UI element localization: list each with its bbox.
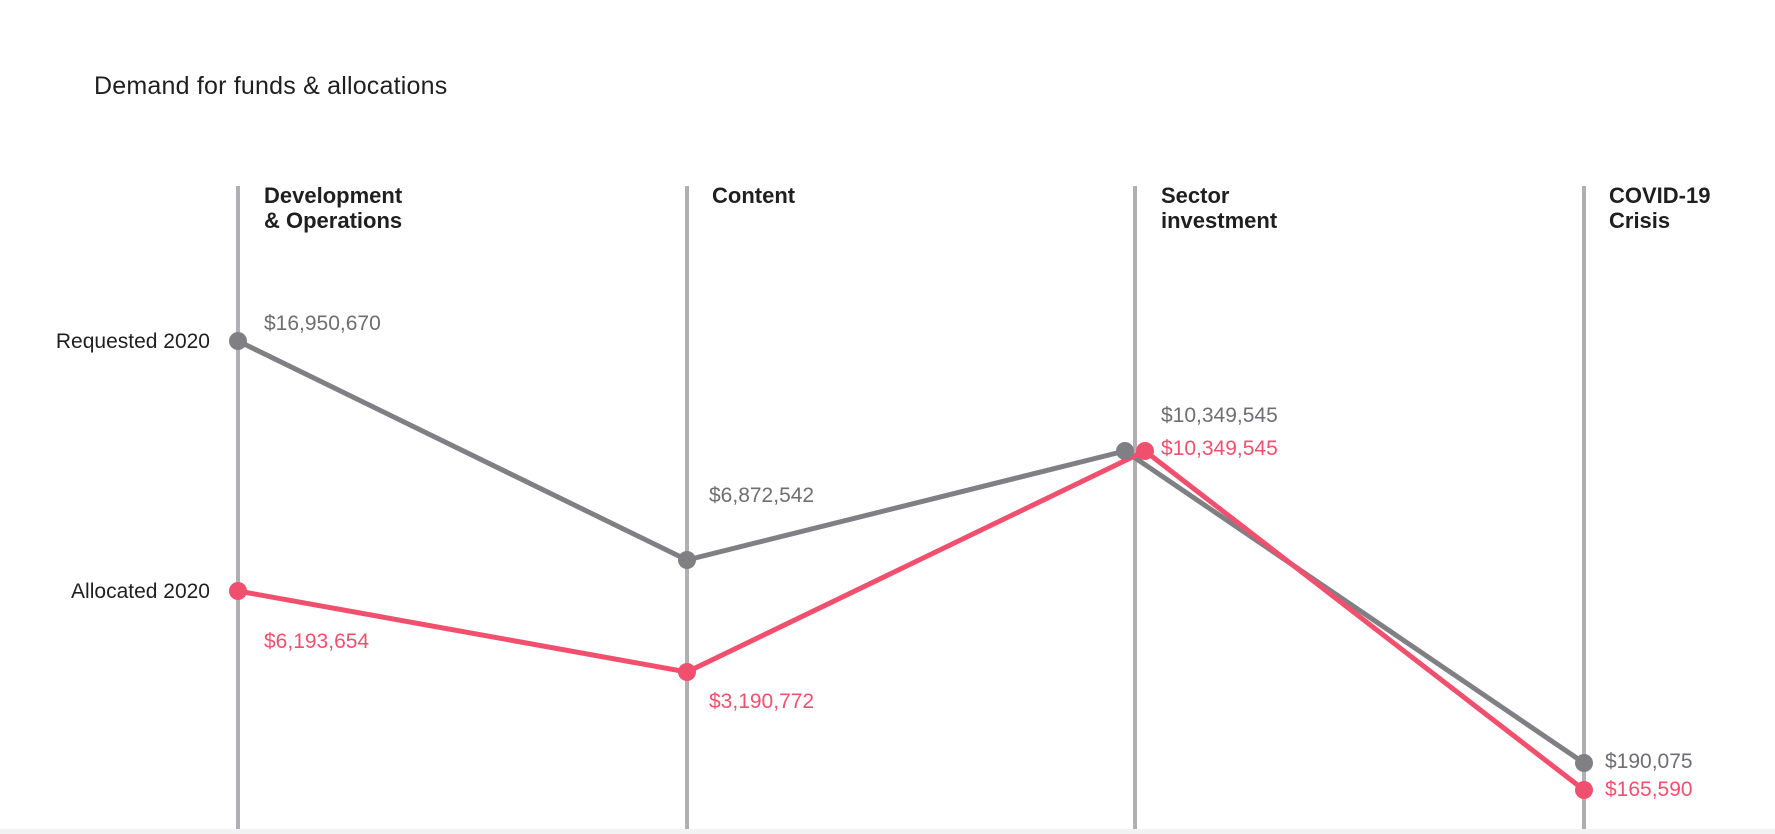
allocated-value-dev-ops: $6,193,654	[264, 630, 370, 653]
requested-point[interactable]	[1575, 754, 1593, 772]
requested-point[interactable]	[678, 551, 696, 569]
axis-label-dev-ops: Development & Operations	[264, 183, 403, 233]
row-label-requested: Requested 2020	[55, 330, 210, 353]
requested-value-dev-ops: $16,950,670	[264, 312, 381, 335]
chart-title: Demand for funds & allocations	[94, 72, 448, 100]
requested-value-content: $6,872,542	[709, 484, 815, 507]
allocated-series-line	[237, 448, 1586, 792]
footer-divider	[0, 829, 1775, 834]
allocated-point[interactable]	[1136, 442, 1154, 460]
axis-label-content: Content	[712, 183, 796, 208]
allocated-point[interactable]	[1575, 781, 1593, 799]
requested-value-sector: $10,349,545	[1161, 404, 1278, 427]
allocated-value-covid: $165,590	[1605, 778, 1693, 801]
axis-label-covid: COVID-19 Crisis	[1609, 183, 1711, 233]
requested-point[interactable]	[229, 332, 247, 350]
allocated-value-content: $3,190,772	[709, 690, 815, 713]
requested-series-line	[236, 338, 1586, 766]
requested-point[interactable]	[1116, 442, 1134, 460]
requested-value-covid: $190,075	[1605, 750, 1693, 773]
allocated-value-sector: $10,349,545	[1161, 437, 1278, 460]
axis-label-sector: Sector investment	[1161, 183, 1278, 233]
row-label-allocated: Allocated 2020	[71, 580, 210, 603]
allocated-point[interactable]	[678, 663, 696, 681]
allocated-point[interactable]	[229, 582, 247, 600]
